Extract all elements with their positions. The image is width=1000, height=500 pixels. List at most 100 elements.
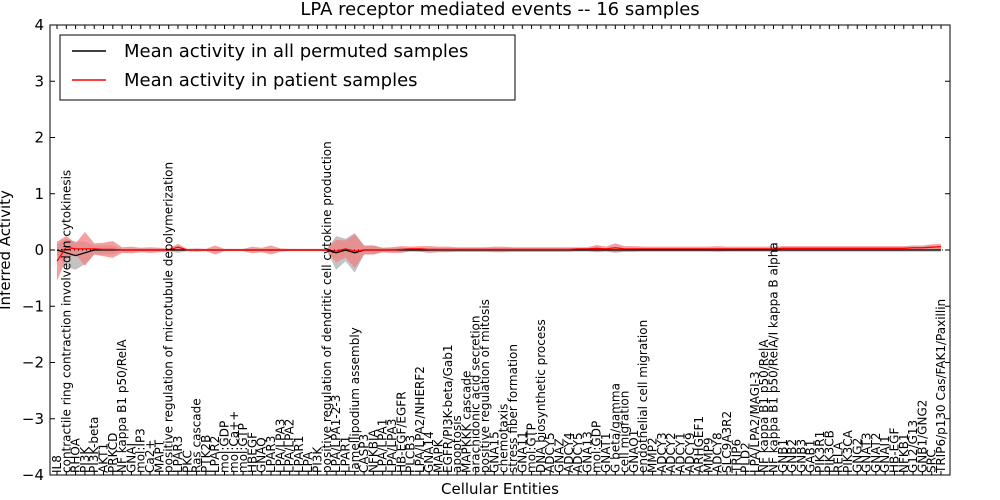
x-tick-label: ADCY3 (655, 432, 669, 473)
x-tick-label: MAPT (152, 439, 166, 473)
x-tick-label: mol:Ca++ (227, 411, 241, 473)
x-tick-label: MMP9 (701, 437, 715, 473)
x-tick-label: PKC (180, 450, 194, 473)
x-tick-label: mol:IP3 (134, 428, 148, 473)
x-tick-label: Ca2+ (143, 440, 157, 473)
y-tick-label: −3 (22, 410, 44, 428)
x-tick-label: chemotaxis (497, 404, 511, 473)
x-tick-label: RHOA (69, 437, 83, 473)
x-tick-label: GNA15 (487, 431, 501, 473)
x-tick-label: GNB2 (785, 439, 799, 473)
y-tick-label: −2 (22, 354, 44, 372)
x-tick-label: G12/G13 (906, 420, 920, 473)
y-tick-label: 1 (34, 185, 44, 203)
x-tick-label: LPA/LPA3 (273, 419, 287, 473)
x-tick-label: MMP2 (646, 437, 660, 473)
x-tick-label: HB-EGF/EGFR (394, 391, 408, 473)
x-tick-label: SRC (925, 449, 939, 473)
plot-frame (49, 24, 951, 476)
y-tick-label: 0 (34, 241, 44, 259)
x-tick-label: ADCY4 (562, 432, 576, 473)
x-tick-label: Ras cascade (190, 398, 204, 473)
variation-bands (57, 232, 941, 281)
x-tick-label: mol:GDP (217, 421, 231, 473)
x-tick-label: NF kappa B1 p50/RelA/I kappa B alpha (767, 242, 781, 473)
x-tick-label: ADCY5 (571, 432, 585, 473)
x-tick-label: LPA/LPA2 (283, 419, 297, 473)
x-tick-label: GNA11 (515, 431, 529, 473)
x-tick-label: ADCY5 (543, 432, 557, 473)
chart-title: LPA receptor mediated events -- 16 sampl… (300, 0, 699, 20)
patient-mean-line (56, 245, 942, 262)
x-tick-label: HB-EGF (887, 428, 901, 473)
legend-label-permuted: Mean activity in all permuted samples (124, 41, 468, 62)
y-axis-label: Inferred Activity (0, 190, 14, 310)
x-tick-label: PIK3CB (822, 430, 836, 473)
x-tick-label: GNG2 (850, 438, 864, 473)
x-tick-label: NFKB1 (897, 433, 911, 473)
x-tick-label: GNAO1 (627, 430, 641, 473)
x-tick-label: HBEGF (245, 432, 259, 473)
x-tick-label: ADCY2 (664, 432, 678, 473)
x-tick-label: MAPKKK cascade (459, 371, 473, 473)
legend-box (59, 34, 516, 101)
x-tick-label: GNB1/GNG2 (915, 400, 929, 473)
x-tick-label: G beta/gamma (608, 383, 622, 473)
x-tick-label: LPAR3 (264, 436, 278, 473)
x-tick-label: GNAT1 (599, 432, 613, 473)
x-tick-label: GNAQ (255, 437, 269, 473)
x-tick-label: GNB3 (794, 439, 808, 473)
x-tick-label: PLD2 (739, 442, 753, 473)
x-tick-label: IL8 (50, 455, 64, 473)
x-tick-label: arachidonic acid secretion (469, 316, 483, 473)
x-tick-label: SLC9A3R2 (720, 411, 734, 473)
x-tick-label: RELA (832, 441, 846, 473)
x-tick-label: LPA/LPA2/MAGI-3 (748, 371, 762, 473)
patient-variation-band (57, 232, 941, 281)
x-tick-label: TRIP6/p130 Cas/FAK1/Paxillin (934, 299, 948, 474)
x-tick-label: LPAR2 (208, 436, 222, 473)
x-tick-label: stress fiber formation (506, 344, 520, 473)
x-tick-label: GNAI (124, 443, 138, 473)
x-tick-label: LPA/LPA1-2-3 (329, 395, 343, 473)
x-tick-label: LPAR3 (171, 436, 185, 473)
x-tick-label: DNA biosynthetic process (534, 319, 548, 473)
y-tick-label: −1 (22, 297, 44, 315)
legend-label-patient: Mean activity in patient samples (124, 70, 418, 91)
x-tick-label: GNAI1 (878, 435, 892, 473)
x-tick-label: LPA (301, 451, 315, 473)
x-tick-label: endothelial cell migration (636, 320, 650, 473)
x-tick-label: CASP3 (357, 434, 371, 473)
x-tick-label: PRKCD (106, 433, 120, 473)
x-tick-label: LPA/LPA1 (376, 419, 390, 473)
x-tick-label: PLCB3 (404, 435, 418, 473)
x-axis-label: Cellular Entities (441, 480, 559, 498)
x-tick-label: PI3K-beta (87, 417, 101, 473)
x-tick-label: EGFR/PI3K-beta/Gab1 (441, 344, 455, 473)
x-tick-label: NF kappa B1 p50/RelA (115, 339, 129, 473)
x-tick-label: GNAT3 (860, 432, 874, 473)
x-tick-label: mol:GTP (236, 423, 250, 473)
permutation-variation-band (57, 233, 941, 273)
y-tick-label: −4 (22, 466, 44, 484)
y-tick-label: 4 (34, 16, 44, 34)
x-tick-label: GNB1 (776, 439, 790, 473)
x-tick-label: ADCY9 (683, 432, 697, 473)
x-tick-label: MAPK (432, 438, 446, 473)
x-tick-label: positive regulation of dendritic cell cy… (320, 141, 334, 473)
x-tick-label: GNA14 (422, 431, 436, 473)
x-tick-label: ADCY1 (673, 432, 687, 473)
x-tick-label: LPA/LPA3 (385, 419, 399, 473)
y-tick-label: 3 (34, 72, 44, 90)
x-tick-label: PTK2B (199, 435, 213, 473)
x-tick-label: ADCY8 (711, 432, 725, 473)
x-tick-label: positive regulation of microtubule depol… (162, 162, 176, 473)
x-tick-label: PIK3CA (841, 429, 855, 473)
x-tick-label: apoptosis (450, 415, 464, 473)
x-tick-label: TRIP6 (729, 439, 743, 474)
x-tick-label: GNAT2 (869, 432, 883, 473)
x-tick-label: ARHGEF1 (692, 416, 706, 473)
y-axis-ticks: −4 −3 −2 −1 0 1 2 3 4 (22, 16, 950, 484)
